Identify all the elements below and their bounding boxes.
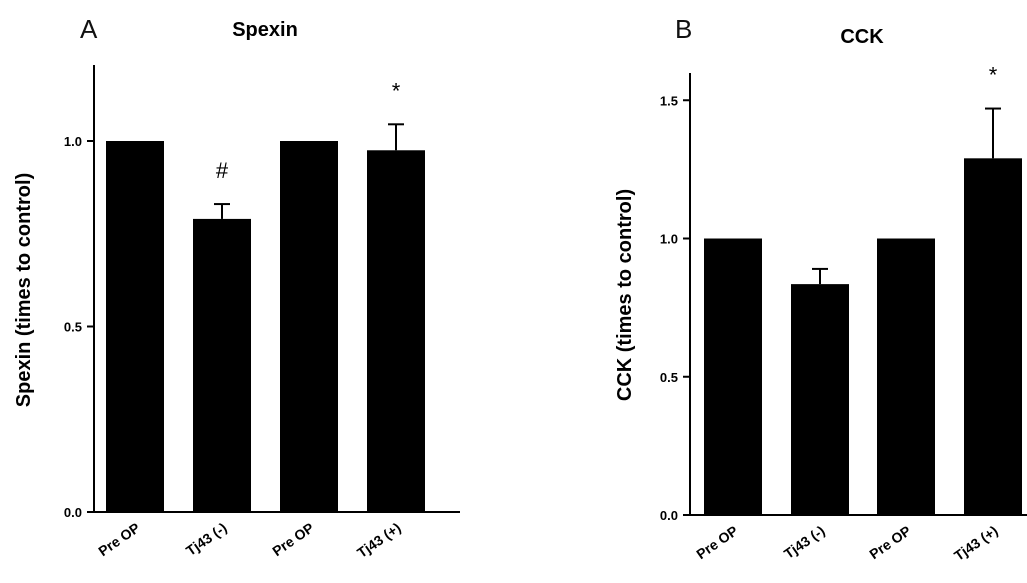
- panel-b: B CCK CCK (times to control) 0.0 0.5 1.0 1.…: [614, 14, 1027, 564]
- panel-b-y-tick-label: 0.0: [660, 508, 678, 523]
- panel-a-y-axis-label: Spexin (times to control): [13, 173, 35, 407]
- panel-a-significance-marker: #: [216, 158, 229, 183]
- panel-b-plot: 0.0 0.5 1.0 1.5 Pre OP Tj43 (-) Pre OP * Tj43 (+…: [660, 63, 1027, 564]
- panel-a-significance-marker: *: [392, 78, 401, 103]
- panel-b-letter: B: [675, 14, 692, 44]
- panel-b-bar: [704, 238, 762, 515]
- panel-a-letter: A: [80, 14, 98, 44]
- panel-b-y-axis-label: CCK (times to control): [614, 189, 636, 401]
- panel-a-plot: 0.0 0.5 1.0 Pre OP # Tj43 (-) Pre OP * Tj43 (+): [64, 65, 460, 561]
- panel-a-bar: [193, 218, 251, 512]
- panel-a-category-label: Pre OP: [95, 519, 142, 559]
- panel-b-significance-marker: *: [989, 63, 998, 88]
- panel-a-bar: [280, 141, 338, 512]
- panel-a-bar: [106, 141, 164, 512]
- panel-b-bar: [877, 238, 935, 515]
- panel-b-y-tick-label: 0.5: [660, 370, 678, 385]
- panel-b-bar: [964, 158, 1022, 515]
- panel-a-category-label: Tj43 (-): [183, 519, 230, 558]
- panel-a-bar: [367, 150, 425, 512]
- panel-a-y-tick-label: 0.5: [64, 320, 82, 335]
- panel-b-y-tick-label: 1.0: [660, 232, 678, 247]
- panel-a-y-tick-label: 0.0: [64, 505, 82, 520]
- panel-b-category-label: Tj43 (+): [951, 522, 1001, 563]
- panel-b-category-label: Pre OP: [866, 522, 913, 562]
- panel-a-category-label: Pre OP: [269, 519, 316, 559]
- panel-b-bar: [791, 284, 849, 515]
- panel-a-y-tick-label: 1.0: [64, 134, 82, 149]
- panel-a-title: Spexin: [232, 19, 298, 41]
- panel-a-category-label: Tj43 (+): [354, 519, 404, 560]
- panel-a: A Spexin Spexin (times to control) 0.00.…: [13, 14, 460, 561]
- panel-b-category-label: Tj43 (-): [781, 522, 828, 561]
- panel-b-y-tick-label: 1.5: [660, 93, 678, 108]
- panel-b-category-label: Pre OP: [693, 522, 740, 562]
- panel-b-title: CCK: [840, 26, 884, 48]
